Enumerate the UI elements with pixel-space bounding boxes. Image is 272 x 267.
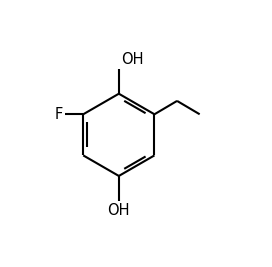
Text: F: F (54, 107, 63, 122)
Text: OH: OH (121, 52, 143, 67)
Text: OH: OH (108, 203, 130, 218)
